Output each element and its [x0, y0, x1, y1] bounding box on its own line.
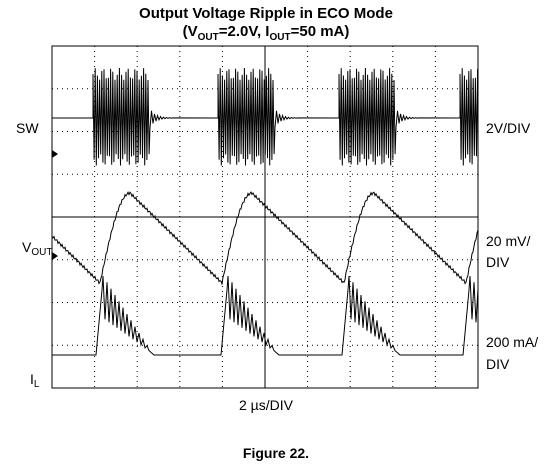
channel-scale: DIV: [486, 356, 510, 372]
plot-frame: [51, 45, 479, 389]
subtitle-sub: OUT: [198, 32, 219, 43]
caption: Figure 22.: [243, 445, 309, 461]
traces: [52, 67, 478, 356]
vout-trace: [52, 191, 478, 285]
channel-label: SW: [16, 120, 39, 136]
channel-scale: DIV: [486, 254, 510, 270]
label-sub: L: [34, 379, 40, 390]
sw-trace: [52, 67, 478, 166]
ch-marker: [52, 150, 58, 158]
subtitle-part: =50 mA): [291, 23, 350, 40]
channel-scale: 200 mA/: [486, 334, 538, 350]
channel-scale: 20 mV/: [486, 233, 530, 249]
timebase: 2 µs/DIV: [239, 397, 294, 413]
label-part: I: [30, 371, 34, 387]
subtitle: (VOUT=2.0V, IOUT=50 mA): [183, 23, 350, 43]
channel-scale: 2V/DIV: [486, 120, 531, 136]
label-part: V: [22, 239, 32, 255]
channel-label: VOUT: [22, 239, 52, 258]
ch-marker: [52, 252, 58, 260]
subtitle-part: =2.0V, I: [219, 23, 270, 40]
il-trace: [52, 275, 478, 356]
subtitle-part: (V: [183, 23, 198, 40]
subtitle-sub: OUT: [269, 32, 290, 43]
title: Output Voltage Ripple in ECO Mode: [139, 5, 393, 22]
label-sub: OUT: [31, 247, 52, 258]
graticule: [51, 45, 479, 389]
channel-label: IL: [30, 371, 40, 390]
